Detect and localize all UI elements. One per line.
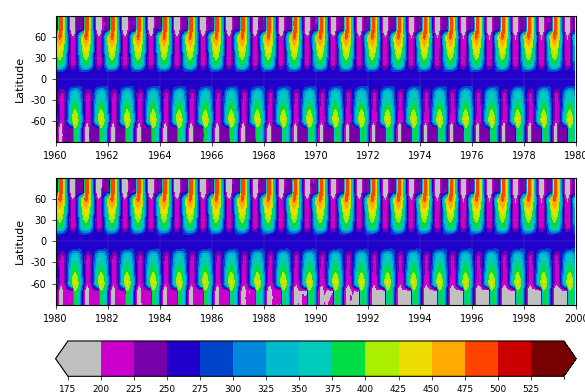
PathPatch shape: [564, 341, 576, 376]
PathPatch shape: [56, 341, 68, 376]
Y-axis label: Latitude: Latitude: [15, 218, 25, 265]
Y-axis label: Latitude: Latitude: [15, 56, 25, 102]
